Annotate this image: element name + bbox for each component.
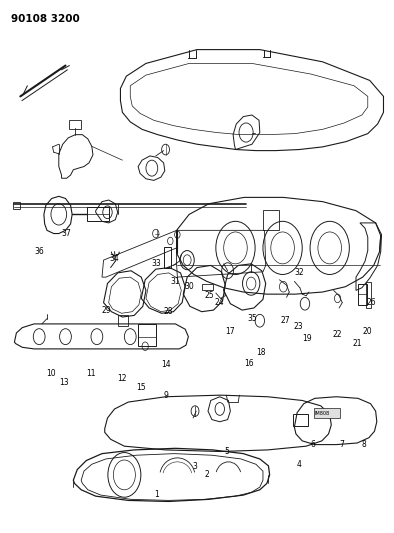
Text: 25: 25 xyxy=(204,291,214,300)
Text: 12: 12 xyxy=(118,374,127,383)
Text: 15: 15 xyxy=(136,383,146,392)
Text: 9: 9 xyxy=(164,391,169,400)
Text: 24: 24 xyxy=(215,298,224,307)
Text: 36: 36 xyxy=(34,247,44,256)
Text: 22: 22 xyxy=(333,330,342,339)
Text: 8: 8 xyxy=(362,440,367,449)
Text: 4: 4 xyxy=(297,460,302,469)
Text: 26: 26 xyxy=(366,298,376,307)
Text: 3: 3 xyxy=(192,463,197,471)
Text: 10: 10 xyxy=(46,369,56,378)
Text: 14: 14 xyxy=(161,360,171,369)
Text: 32: 32 xyxy=(294,269,304,277)
Text: 2: 2 xyxy=(204,471,209,479)
Text: 90108 3200: 90108 3200 xyxy=(11,14,79,24)
Text: 5: 5 xyxy=(225,447,229,456)
Text: 16: 16 xyxy=(244,359,254,368)
Text: 20: 20 xyxy=(363,327,372,336)
Text: 28: 28 xyxy=(164,307,173,316)
Text: 23: 23 xyxy=(293,321,303,330)
Text: 6: 6 xyxy=(311,440,316,449)
Text: 7: 7 xyxy=(339,440,344,449)
Text: 18: 18 xyxy=(256,348,266,357)
Text: 34: 34 xyxy=(110,254,120,263)
Text: 27: 27 xyxy=(280,316,290,325)
Text: 17: 17 xyxy=(225,327,235,336)
Text: 33: 33 xyxy=(152,260,162,268)
Text: 29: 29 xyxy=(102,305,112,314)
Text: 21: 21 xyxy=(352,339,362,348)
Text: 35: 35 xyxy=(247,314,257,323)
Text: 19: 19 xyxy=(302,334,312,343)
Text: 31: 31 xyxy=(170,277,180,286)
Text: 11: 11 xyxy=(86,369,96,378)
Text: IM808: IM808 xyxy=(315,411,330,416)
FancyBboxPatch shape xyxy=(314,408,340,418)
Text: 30: 30 xyxy=(184,282,194,291)
Text: 13: 13 xyxy=(59,378,69,387)
Text: 1: 1 xyxy=(154,489,158,498)
Text: 37: 37 xyxy=(61,229,71,238)
